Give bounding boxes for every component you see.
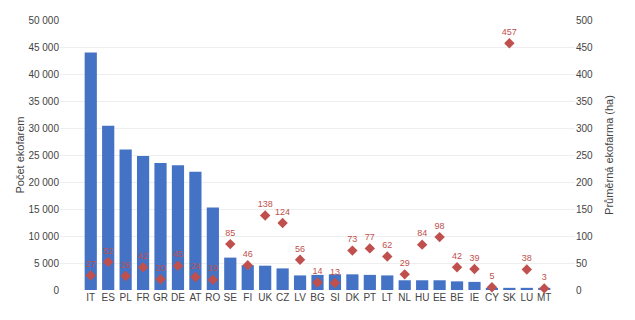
svg-text:40 000: 40 000	[28, 69, 59, 80]
svg-text:45 000: 45 000	[28, 42, 59, 53]
svg-text:39: 39	[469, 253, 479, 263]
svg-text:FI: FI	[243, 292, 252, 303]
svg-text:0: 0	[576, 285, 582, 296]
svg-text:SI: SI	[330, 292, 339, 303]
svg-text:14: 14	[312, 266, 322, 276]
svg-text:NL: NL	[398, 292, 411, 303]
svg-text:56: 56	[295, 244, 305, 254]
svg-text:62: 62	[382, 240, 392, 250]
svg-text:SK: SK	[503, 292, 517, 303]
svg-text:300: 300	[576, 123, 593, 134]
svg-text:138: 138	[258, 199, 273, 209]
svg-text:73: 73	[347, 234, 357, 244]
svg-text:LU: LU	[520, 292, 533, 303]
svg-text:250: 250	[576, 150, 593, 161]
svg-text:PT: PT	[363, 292, 376, 303]
svg-text:124: 124	[275, 207, 290, 217]
svg-text:29: 29	[400, 258, 410, 268]
svg-text:38: 38	[522, 253, 532, 263]
svg-text:50 000: 50 000	[28, 15, 59, 26]
svg-text:0: 0	[53, 285, 59, 296]
svg-text:Počet ekofarem: Počet ekofarem	[14, 116, 26, 193]
svg-text:HU: HU	[415, 292, 429, 303]
svg-text:450: 450	[576, 42, 593, 53]
svg-text:45: 45	[173, 249, 183, 259]
svg-text:457: 457	[502, 27, 517, 37]
svg-text:85: 85	[225, 228, 235, 238]
svg-text:5: 5	[489, 271, 494, 281]
svg-text:13: 13	[330, 267, 340, 277]
svg-text:42: 42	[138, 251, 148, 261]
svg-text:CY: CY	[485, 292, 499, 303]
svg-text:Průměrná ekofarma (ha): Průměrná ekofarma (ha)	[603, 95, 615, 215]
svg-text:35 000: 35 000	[28, 96, 59, 107]
svg-text:26: 26	[121, 260, 131, 270]
svg-text:84: 84	[417, 228, 427, 238]
svg-text:IE: IE	[470, 292, 480, 303]
svg-text:19: 19	[208, 263, 218, 273]
svg-text:CZ: CZ	[276, 292, 289, 303]
svg-text:27: 27	[86, 259, 96, 269]
svg-text:BE: BE	[450, 292, 464, 303]
svg-text:EE: EE	[433, 292, 447, 303]
svg-text:98: 98	[435, 221, 445, 231]
svg-text:200: 200	[576, 177, 593, 188]
svg-text:IT: IT	[86, 292, 95, 303]
svg-text:15 000: 15 000	[28, 204, 59, 215]
svg-text:52: 52	[103, 246, 113, 256]
svg-text:AT: AT	[189, 292, 201, 303]
svg-text:10 000: 10 000	[28, 231, 59, 242]
svg-text:SE: SE	[224, 292, 238, 303]
svg-text:25 000: 25 000	[28, 150, 59, 161]
svg-text:RO: RO	[205, 292, 220, 303]
svg-text:20: 20	[156, 263, 166, 273]
svg-text:DE: DE	[171, 292, 185, 303]
svg-text:5 000: 5 000	[34, 258, 59, 269]
svg-text:77: 77	[365, 232, 375, 242]
svg-text:LT: LT	[382, 292, 393, 303]
svg-text:MT: MT	[537, 292, 551, 303]
svg-text:FR: FR	[136, 292, 149, 303]
svg-text:30 000: 30 000	[28, 123, 59, 134]
svg-text:100: 100	[576, 231, 593, 242]
svg-text:PL: PL	[120, 292, 133, 303]
svg-text:GR: GR	[153, 292, 168, 303]
svg-text:DK: DK	[345, 292, 359, 303]
svg-text:400: 400	[576, 69, 593, 80]
svg-text:350: 350	[576, 96, 593, 107]
svg-text:UK: UK	[258, 292, 272, 303]
svg-text:ES: ES	[102, 292, 116, 303]
svg-text:500: 500	[576, 15, 593, 26]
svg-text:20 000: 20 000	[28, 177, 59, 188]
svg-text:LV: LV	[294, 292, 306, 303]
svg-text:24: 24	[190, 261, 200, 271]
svg-text:50: 50	[576, 258, 588, 269]
svg-text:46: 46	[243, 249, 253, 259]
svg-text:150: 150	[576, 204, 593, 215]
svg-text:42: 42	[452, 251, 462, 261]
svg-text:BG: BG	[310, 292, 325, 303]
svg-text:3: 3	[542, 272, 547, 282]
